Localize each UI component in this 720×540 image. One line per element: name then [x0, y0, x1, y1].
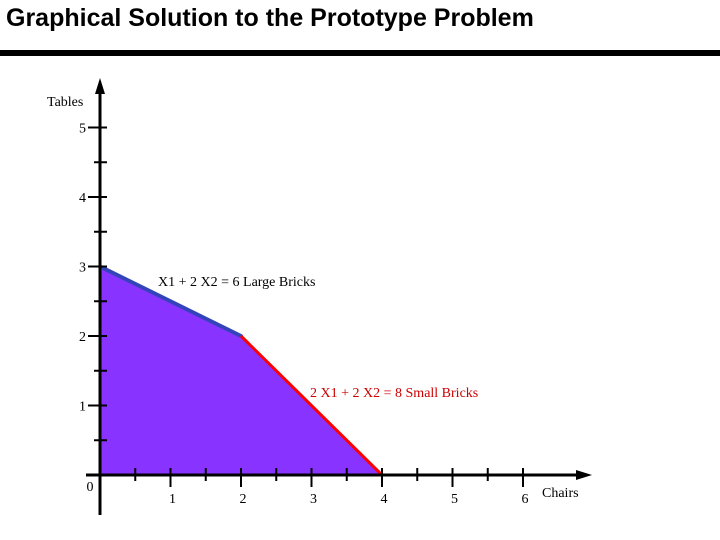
y-tick-label: 5: [79, 122, 86, 137]
x-tick-label: 4: [381, 492, 388, 507]
x-tick-label: 6: [522, 492, 529, 507]
x-tick-label: 5: [451, 492, 458, 507]
large-bricks-label: X1 + 2 X2 = 6 Large Bricks: [158, 275, 315, 290]
x-tick-label: 1: [169, 492, 176, 507]
y-axis-arrowhead: [95, 78, 105, 94]
small-bricks-constraint-line: [239, 334, 384, 477]
y-tick-label: 1: [79, 400, 86, 415]
y-tick-label: 4: [79, 191, 86, 206]
y-axis-label: Tables: [47, 95, 83, 110]
y-tick-label: 2: [79, 330, 86, 345]
slide-title: Graphical Solution to the Prototype Prob…: [6, 4, 534, 32]
axis-ticks: [88, 126, 524, 487]
x-axis-label: Chairs: [542, 486, 579, 501]
x-tick-label: 2: [240, 492, 247, 507]
x-tick-label: 3: [310, 492, 317, 507]
large-bricks-constraint-line: [98, 264, 243, 338]
y-tick-labels: 1 2 3 4 5: [79, 122, 86, 415]
small-bricks-label: 2 X1 + 2 X2 = 8 Small Bricks: [310, 386, 478, 401]
x-tick-label: 0: [87, 480, 94, 495]
x-tick-labels: 0 1 2 3 4 5 6: [87, 480, 529, 507]
y-tick-label: 3: [79, 261, 86, 276]
title-rule: [0, 50, 720, 56]
x-axis-arrowhead: [576, 470, 592, 480]
feasible-region: [100, 266, 382, 475]
